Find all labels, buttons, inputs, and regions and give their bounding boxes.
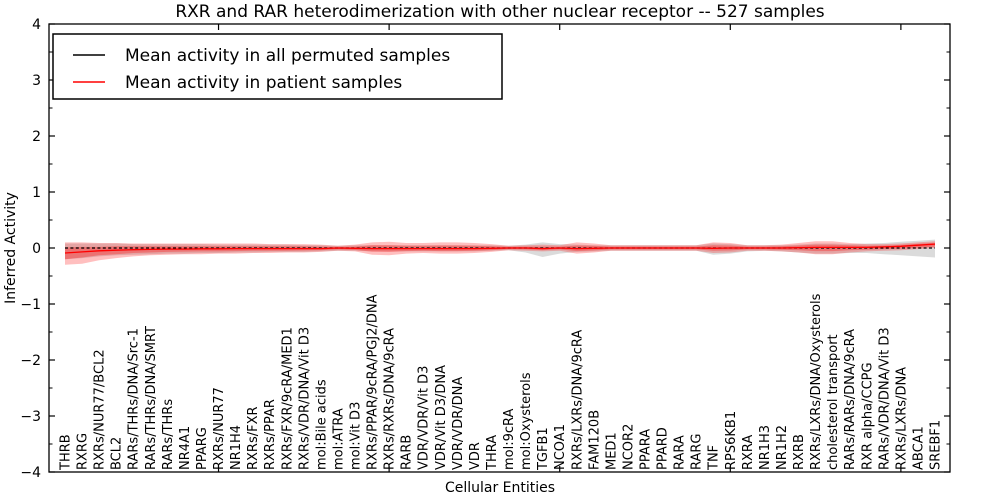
x-tick-label: PPARG [195,427,210,470]
x-tick-label: PPARD [656,427,671,470]
x-tick-label: RXRs/FXR/9cRA/MED1 [280,327,295,470]
x-tick-label: FAM120B [587,410,602,470]
x-tick-label: RARA [673,435,688,470]
y-tick-label: 1 [32,185,41,201]
x-tick-label: RXRs/LXRs/DNA/Oxysterols [809,293,824,470]
y-tick-label: −3 [20,409,41,425]
x-tick-label: NR1H4 [229,425,244,470]
y-tick-label: 0 [32,241,41,257]
legend-label-permuted: Mean activity in all permuted samples [125,46,450,66]
x-tick-label: RXRs/LXRs/DNA/9cRA [570,330,585,470]
x-tick-label: THRA [485,435,500,471]
x-axis-label: Cellular Entities [445,480,555,496]
x-tick-label: RXRs/PPAR [263,399,278,470]
band-patient-sample-range-outer [65,241,935,265]
x-tick-label: BCL2 [110,437,125,470]
x-tick-label: RXR alpha/CCPG [860,362,875,470]
x-tick-label: VDR/VDR/Vit D3 [417,366,432,470]
x-tick-label: TNF [707,445,722,471]
x-tick-label: RARs/VDR/DNA/Vit D3 [877,327,892,470]
y-tick-label: 3 [32,73,41,89]
x-tick-label: SREBF1 [929,420,944,470]
x-tick-label: NR1H2 [775,425,790,470]
band-patient-sample-range-inner [65,242,935,260]
x-tick-label: PPARA [639,429,654,470]
x-tick-label: RXRs/FXR [246,406,261,470]
y-tick-label: 4 [32,17,41,33]
x-tick-label: RARs/THRs [161,399,176,470]
plot-border [48,23,951,473]
x-tick-label: RPS6KB1 [724,411,739,470]
x-tick-label: RXRB [792,434,807,470]
series-line-1 [64,243,936,254]
y-tick-label: −2 [20,353,41,369]
x-tick-label: mol:ATRA [331,408,346,470]
x-tick-label: RXRs/NUR77 [212,387,227,470]
x-tick-label: TGFB1 [536,427,551,471]
x-tick-label: RXRs/PPAR/9cRA/PGJ2/DNA [366,294,381,470]
x-tick-label: RARG [690,433,705,470]
x-tick-label: ABCA1 [911,426,926,470]
x-tick-label: VDR/VDR/DNA [451,377,466,470]
x-tick-label: RXRs/RXRs/DNA/9cRA [383,328,398,470]
plot-area-content: −4 −3 −2 −1 0 1 2 3 4 THRB RXRG RXRs/NUR77/BCL2 BCL2… [20,17,950,481]
x-tick-label: RXRs/NUR77/BCL2 [93,349,108,470]
x-tick-label: RARs/THRs/DNA/SMRT [144,326,159,470]
x-tick-label: VDR/Vit D3/DNA [434,365,449,470]
y-tick-label: 2 [32,129,41,145]
x-tick-label: NCOR2 [621,424,636,470]
x-tick-label: mol:9cRA [502,408,517,470]
legend-box [52,33,503,100]
x-tick-label: RXRs/VDR/DNA/Vit D3 [297,327,312,470]
x-tick-label: RXRA [741,435,756,470]
x-tick-label: NR1H3 [758,425,773,470]
x-tick-label: mol:Vit D3 [349,402,364,470]
x-tick-label: RARs/RARs/DNA/9cRA [843,329,858,470]
x-tick-label: mol:Oxysterols [519,372,534,470]
band-permuted-sample-range [65,239,935,260]
chart-title: RXR and RAR heterodimerization with othe… [175,2,824,22]
legend: Mean activity in all permuted samples Me… [52,33,503,100]
x-tick-label: NCOA1 [553,424,568,470]
x-tick-label: RXRG [76,433,91,470]
x-tick-label: MED1 [604,432,619,470]
x-tick-label: THRB [59,434,74,471]
legend-label-patient: Mean activity in patient samples [125,73,402,93]
x-tick-label: mol:Bile acids [314,379,329,470]
y-tick-label: −1 [20,297,41,313]
y-axis-label: Inferred Activity [3,192,19,304]
x-tick-label: NR4A1 [178,426,193,470]
x-tick-label: VDR [468,442,483,470]
x-tick-label: RXRs/LXRs/DNA [894,367,909,470]
x-tick-label: RARs/THRs/DNA/Src-1 [127,328,142,470]
x-tick-label: RARB [400,435,415,470]
x-tick-label: cholesterol transport [826,334,841,470]
y-tick-label: −4 [20,465,41,481]
